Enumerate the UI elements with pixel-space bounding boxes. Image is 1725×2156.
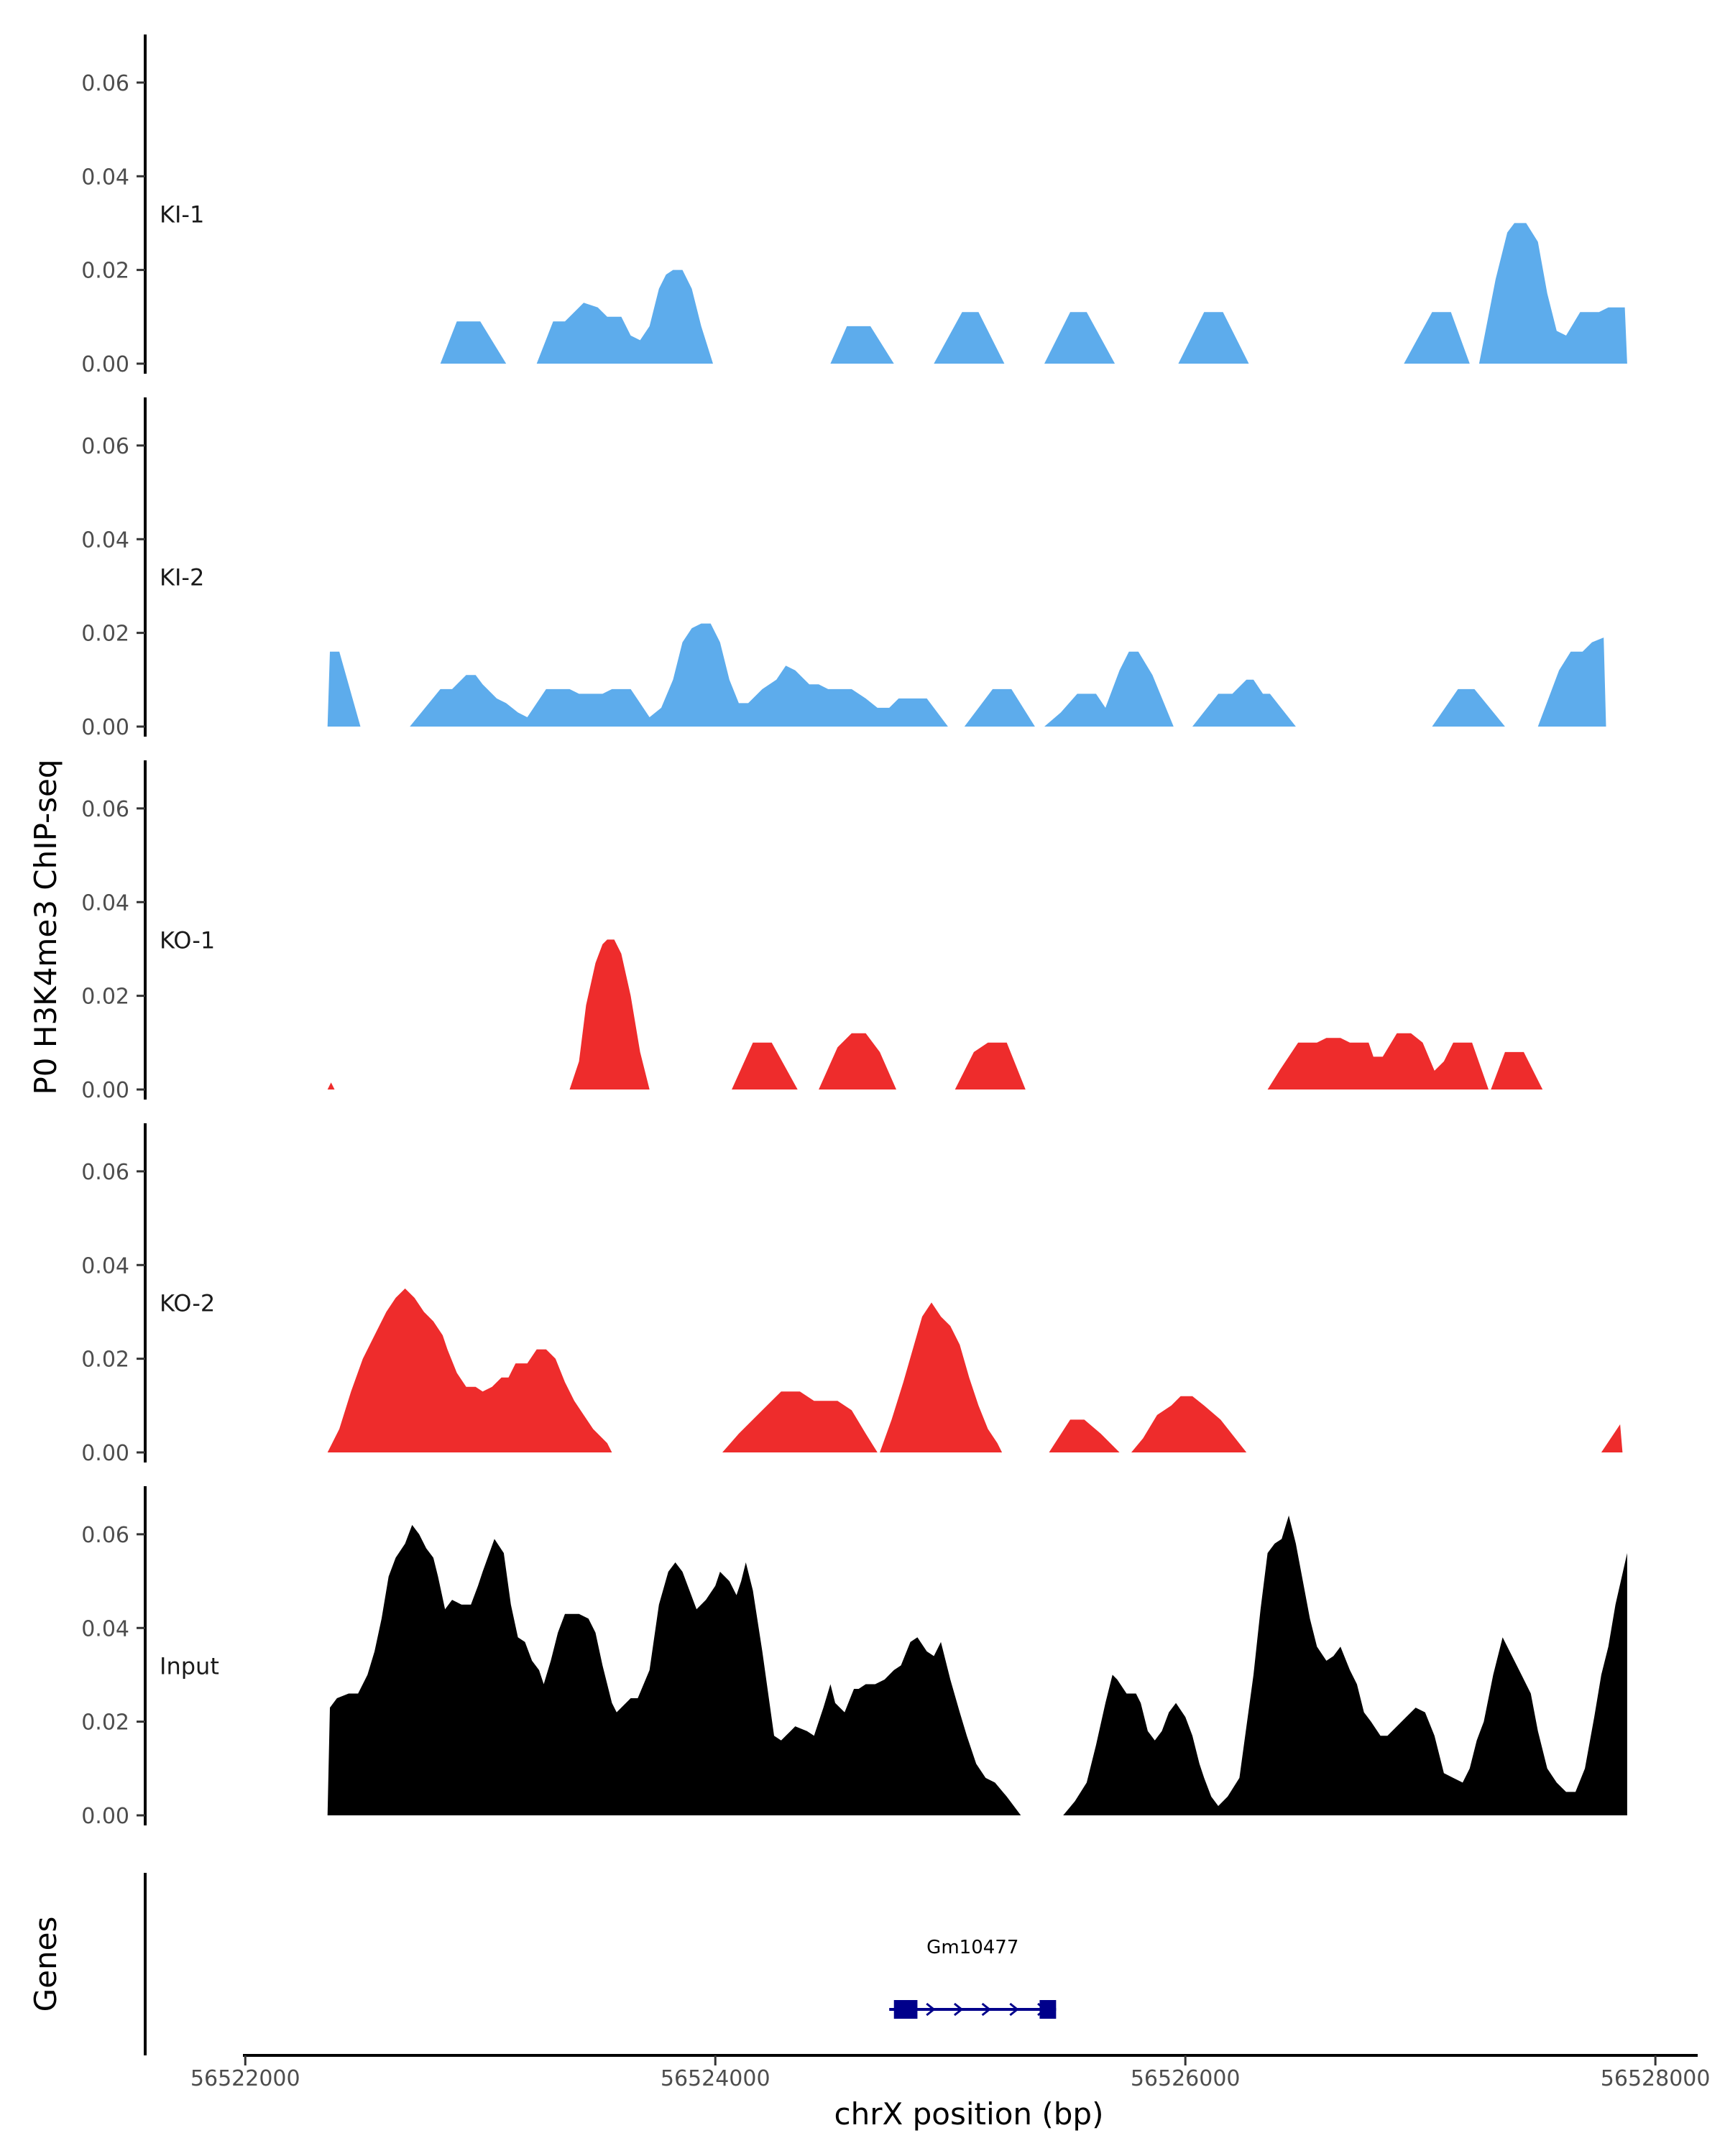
x-tick-label: 56526000 (1131, 2066, 1241, 2091)
x-tick-label: 56524000 (661, 2066, 770, 2091)
track-label: KI-1 (160, 201, 204, 228)
gene-gm10477: Gm10477 (889, 1937, 1057, 2019)
y-tick-label: 0.02 (81, 622, 129, 647)
track-label: KO-2 (160, 1289, 215, 1317)
signal-area-input (327, 1515, 1627, 1815)
track-ki-1: 0.00 0.02 0.04 0.06 KI-1 (81, 34, 1627, 377)
y-tick-label: 0.04 (81, 1253, 129, 1279)
y-tick-label: 0.02 (81, 985, 129, 1010)
x-tick-label: 56522000 (190, 2066, 300, 2091)
gene-panel: Genes Gm10477 (28, 1873, 1057, 2055)
y-tick-label: 0.06 (81, 1160, 129, 1185)
y-tick-label: 0.04 (81, 890, 129, 916)
track-ko-1: 0.00 0.02 0.04 0.06 KO-1 (81, 760, 1543, 1103)
strand-arrow (1009, 2002, 1019, 2017)
y-tick-label: 0.06 (81, 797, 129, 822)
track-label: Input (160, 1652, 219, 1680)
y-tick-label: 0.04 (81, 1616, 129, 1641)
x-tick-label: 56528000 (1601, 2066, 1711, 2091)
y-tick-label: 0.02 (81, 1710, 129, 1736)
y-tick-label: 0.02 (81, 259, 129, 284)
signal-area-ki-1 (440, 223, 1627, 364)
track-ki-2: 0.00 0.02 0.04 0.06 KI-2 (81, 397, 1606, 740)
track-ko-2: 0.00 0.02 0.04 0.06 KO-2 (81, 1123, 1623, 1466)
genes-axis-title: Genes (28, 1917, 63, 2012)
strand-arrow (953, 2002, 964, 2017)
y-tick-label: 0.00 (81, 1804, 129, 1829)
strand-arrow (926, 2002, 936, 2017)
y-tick-label: 0.00 (81, 1441, 129, 1466)
y-tick-label: 0.00 (81, 715, 129, 740)
strand-arrow (981, 2002, 992, 2017)
track-input: 0.00 0.02 0.04 0.06 Input (81, 1486, 1627, 1829)
y-tick-label: 0.00 (81, 352, 129, 377)
signal-area-ko-1 (327, 939, 1543, 1089)
exon-block (893, 2000, 918, 2019)
x-axis: 56522000 56524000 56526000 56528000 chrX po… (190, 2054, 1711, 2132)
signal-area-ki-2 (327, 623, 1606, 727)
gene-name-label: Gm10477 (926, 1937, 1018, 1958)
y-tick-label: 0.02 (81, 1348, 129, 1373)
track-label: KO-1 (160, 926, 215, 954)
y-tick-label: 0.04 (81, 528, 129, 553)
gene-items: Gm10477 (889, 1937, 1057, 2019)
y-axis-title: P0 H3K4me3 ChIP-seq (28, 759, 63, 1095)
y-tick-label: 0.00 (81, 1078, 129, 1103)
exon-block (1039, 2000, 1057, 2019)
signal-area-ko-2 (327, 1288, 1623, 1452)
x-axis-title: chrX position (bp) (834, 2096, 1104, 2132)
y-tick-label: 0.06 (81, 434, 129, 459)
track-label: KI-2 (160, 563, 204, 591)
y-tick-label: 0.06 (81, 71, 129, 96)
y-tick-label: 0.06 (81, 1523, 129, 1548)
y-tick-label: 0.04 (81, 165, 129, 190)
signal-tracks: 0.00 0.02 0.04 0.06 KI-1 0.00 0.02 0.04 0.06 KI-2… (81, 34, 1627, 1829)
x-ticks: 56522000 56524000 56526000 56528000 (190, 2055, 1711, 2091)
